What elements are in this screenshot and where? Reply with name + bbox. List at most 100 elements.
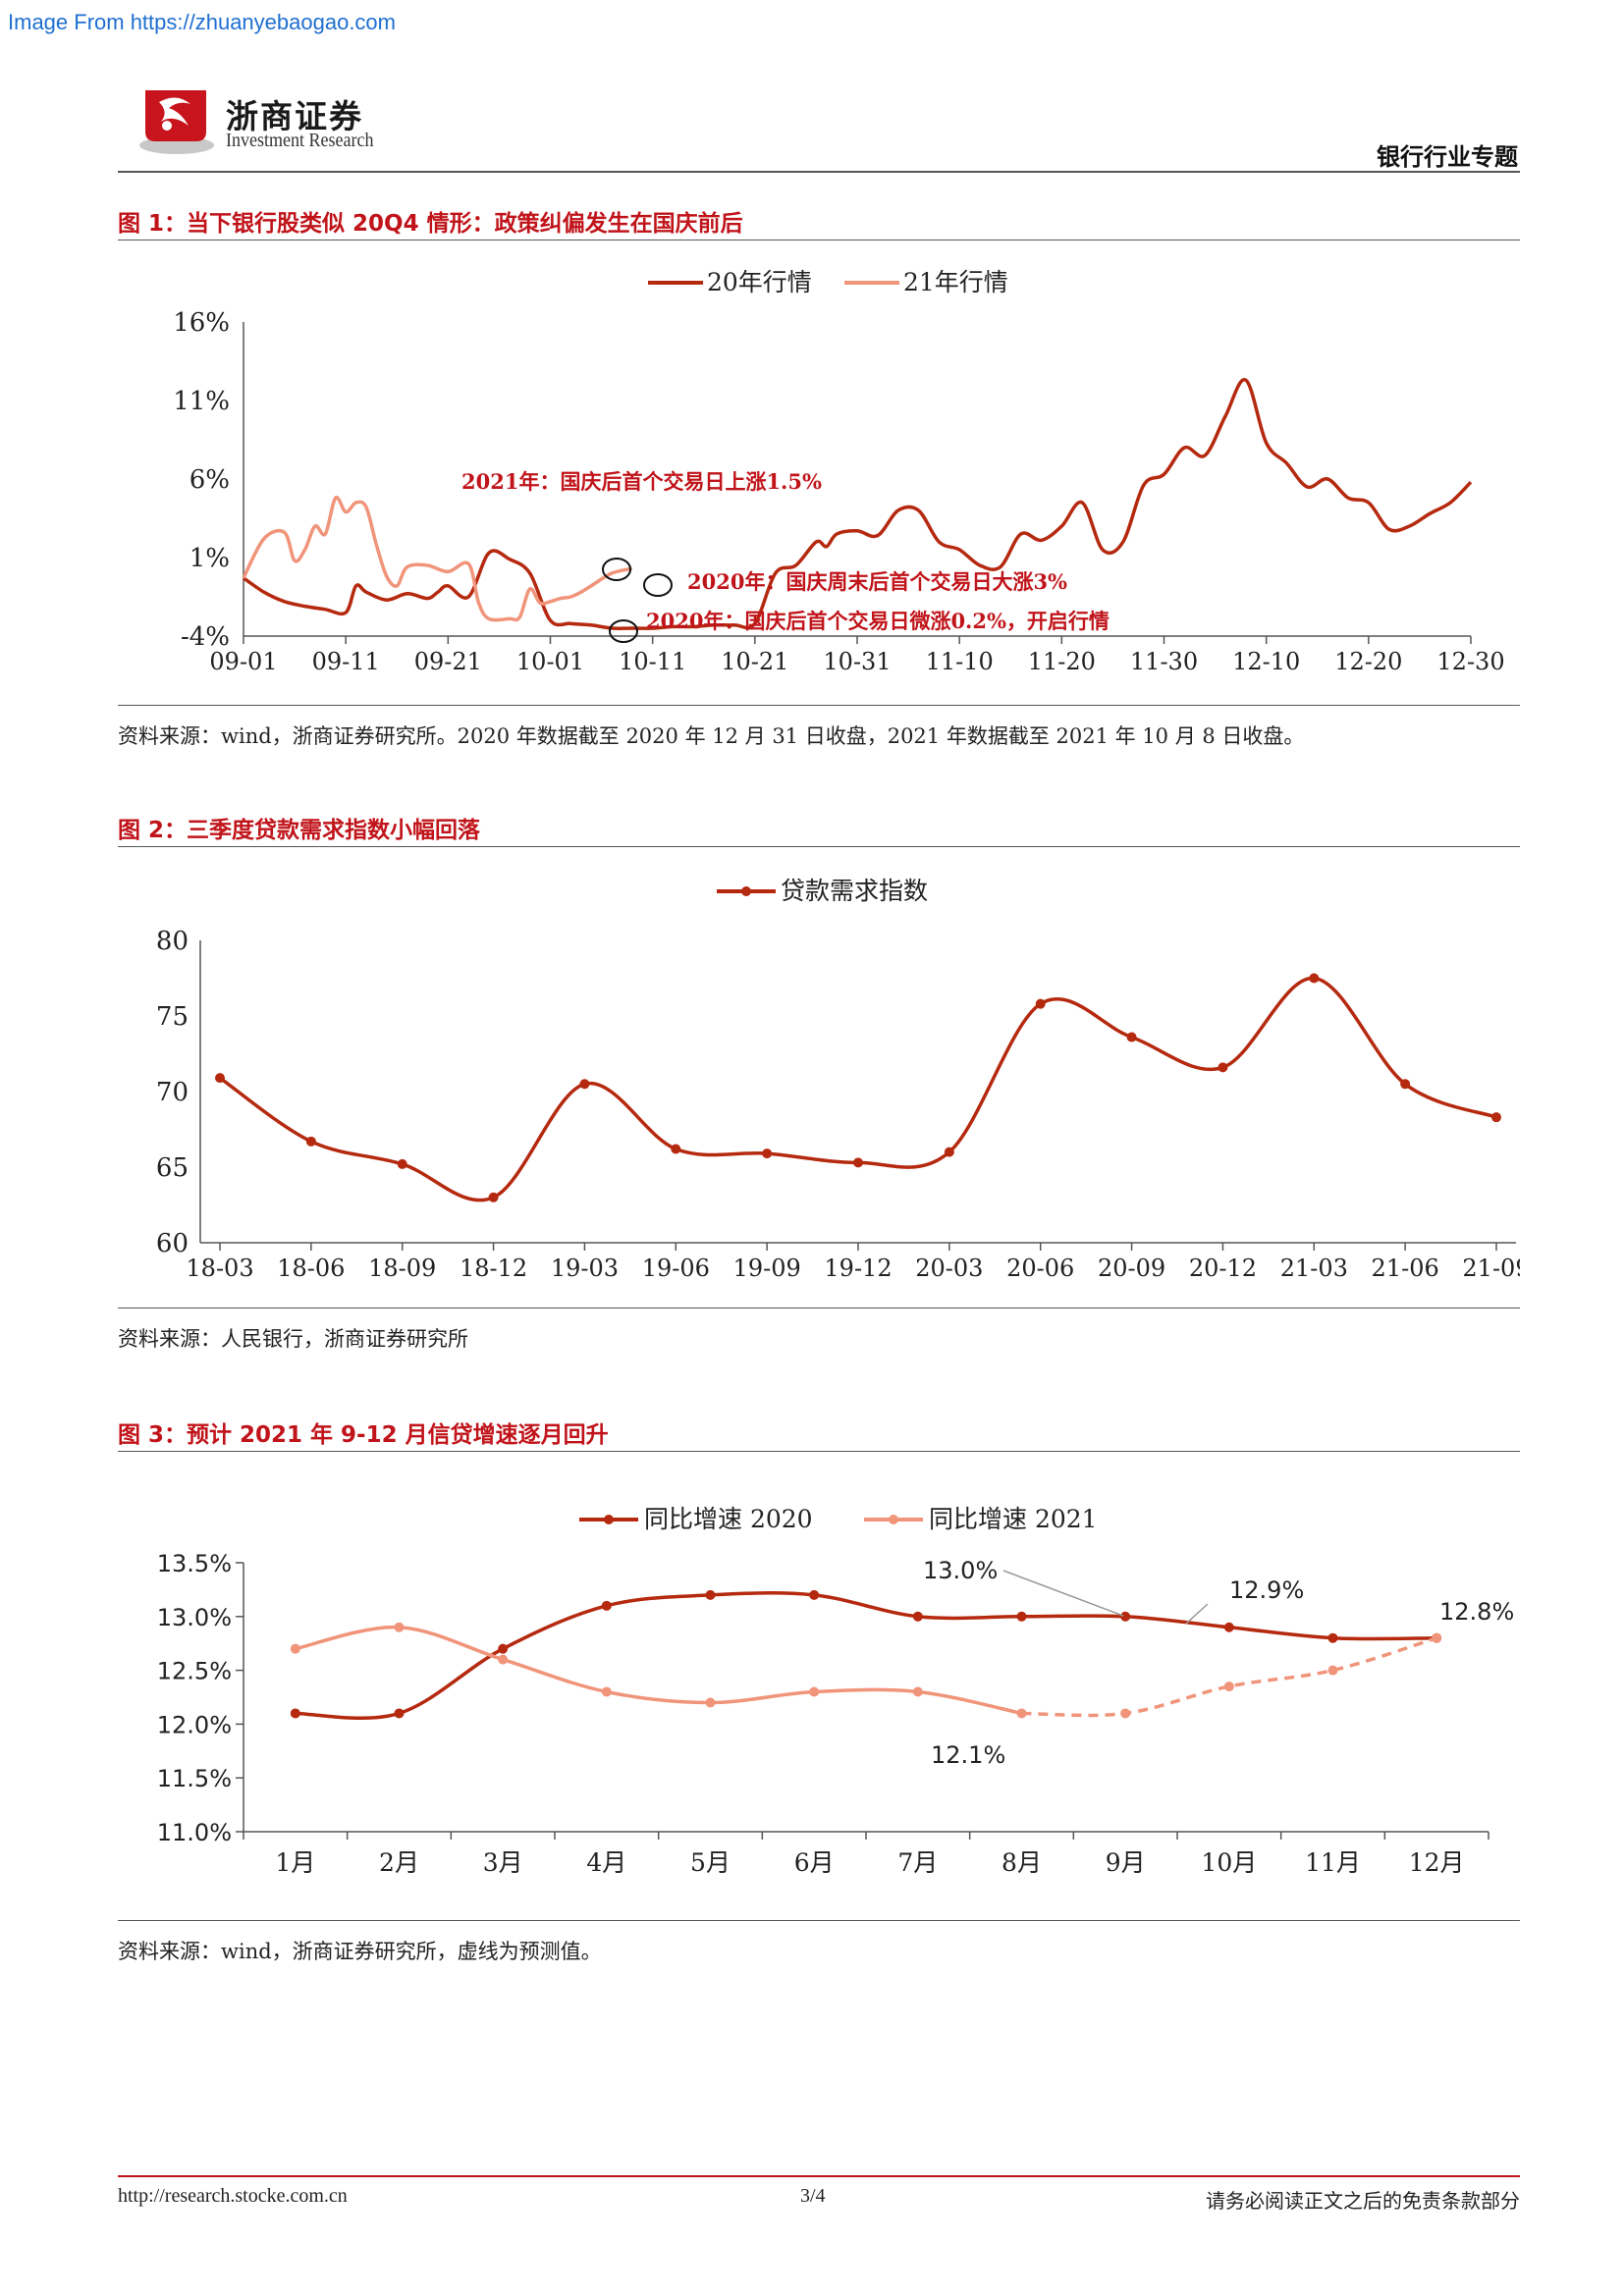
data-labels: 13.0% 12.9% 12.8% 12.1% bbox=[923, 1557, 1514, 1769]
data-point bbox=[1126, 1032, 1137, 1042]
x-tick-label: 2月 bbox=[379, 1848, 419, 1877]
x-tick-label: 21-09 bbox=[1462, 1255, 1520, 1282]
legend-label-2020: 20年行情 bbox=[707, 268, 812, 296]
data-point-2020 bbox=[601, 1600, 612, 1611]
footer-disclaimer: 请务必阅读正文之后的免责条款部分 bbox=[1206, 2189, 1520, 2213]
data-point bbox=[1218, 1062, 1228, 1073]
legend-marker-2021 bbox=[889, 1515, 898, 1524]
x-tick-label: 4月 bbox=[586, 1848, 626, 1877]
x-tick-label: 11月 bbox=[1305, 1848, 1361, 1877]
data-point bbox=[1400, 1079, 1411, 1090]
leader-line-12-9 bbox=[1185, 1603, 1209, 1625]
y-tick-label: 11.0% bbox=[157, 1819, 232, 1846]
data-label-13-0: 13.0% bbox=[923, 1557, 998, 1584]
x-tick-label: 09-11 bbox=[312, 648, 380, 675]
data-point-2021 bbox=[1327, 1665, 1338, 1676]
chart-legend: 贷款需求指数 bbox=[717, 877, 928, 905]
figure-3-bottom-rule bbox=[118, 1920, 1520, 1921]
y-tick-label: 12.0% bbox=[157, 1711, 232, 1738]
data-point-2020 bbox=[912, 1611, 923, 1622]
legend-marker-2020 bbox=[604, 1515, 614, 1524]
data-point-2021 bbox=[1432, 1632, 1442, 1643]
series-line-2021 bbox=[242, 495, 633, 622]
x-tick-label: 20-06 bbox=[1006, 1255, 1074, 1282]
data-point bbox=[215, 1073, 225, 1084]
figure-1-source: 资料来源：wind，浙商证券研究所。2020 年数据截至 2020 年 12 月… bbox=[118, 724, 1305, 748]
x-tick-label: 19-03 bbox=[551, 1255, 619, 1282]
data-point bbox=[397, 1158, 407, 1169]
y-tick-label: 13.0% bbox=[157, 1604, 232, 1631]
brand-name-cn: 浙商证券 bbox=[226, 97, 363, 135]
x-tick-label: 19-06 bbox=[642, 1255, 710, 1282]
legend-marker-loan-demand bbox=[741, 886, 751, 896]
x-tick-label: 10-01 bbox=[516, 648, 584, 675]
data-point-2021 bbox=[809, 1686, 820, 1697]
data-point bbox=[1035, 998, 1046, 1009]
figure-3-chart: 同比增速 2020 同比增速 2021 13.5% 13.0% 12.5% 12.0%… bbox=[118, 1457, 1520, 1914]
footer-divider bbox=[118, 2175, 1520, 2177]
data-point-2020 bbox=[809, 1589, 820, 1600]
data-point-2021 bbox=[912, 1686, 923, 1697]
figure-1-title: 图 1：当下银行股类似 20Q4 情形：政策纠偏发生在国庆前后 bbox=[118, 211, 743, 237]
footer-website-link[interactable]: http://research.stocke.com.cn bbox=[118, 2185, 348, 2207]
legend-label-2021: 21年行情 bbox=[903, 268, 1008, 296]
data-point bbox=[488, 1192, 499, 1202]
y-tick-label: 60 bbox=[156, 1229, 189, 1258]
series-line-2020 bbox=[295, 1591, 1437, 1721]
watermark-link[interactable]: Image From https://zhuanyebaogao.com bbox=[8, 10, 396, 34]
data-point-2021 bbox=[1016, 1708, 1027, 1719]
y-tick-label: 6% bbox=[189, 465, 230, 495]
x-tick-label: 6月 bbox=[794, 1848, 835, 1877]
x-tick-label: 20-09 bbox=[1098, 1255, 1165, 1282]
data-point-2021 bbox=[290, 1643, 300, 1654]
data-point-2021 bbox=[601, 1686, 612, 1697]
y-tick-label: 16% bbox=[173, 308, 230, 338]
data-point-2020 bbox=[1223, 1622, 1234, 1632]
x-tick-label: 1月 bbox=[275, 1848, 315, 1877]
brand-name-en: Investment Research bbox=[226, 130, 374, 151]
annotation-2020-weekend: 2020年：国庆周末后首个交易日大涨3% bbox=[687, 569, 1067, 594]
x-tick-label: 12-20 bbox=[1334, 648, 1402, 675]
data-point-2021 bbox=[705, 1697, 716, 1708]
highlight-circle-2020-weekend bbox=[643, 573, 673, 597]
x-tick-label: 9月 bbox=[1106, 1848, 1146, 1877]
figure-1-chart: 20年行情 21年行情 16% 11% 6% 1% -4% 09-01 09-11 09-2… bbox=[118, 245, 1520, 697]
data-point-2020 bbox=[290, 1708, 300, 1719]
x-tick-label: 18-09 bbox=[368, 1255, 436, 1282]
x-tick-label: 10-31 bbox=[823, 648, 891, 675]
x-tick-label: 12-30 bbox=[1436, 648, 1504, 675]
y-tick-label: 13.5% bbox=[157, 1550, 232, 1577]
data-point-2020 bbox=[394, 1708, 405, 1719]
figure-3-top-rule bbox=[118, 1451, 1520, 1452]
highlight-circles bbox=[602, 558, 673, 643]
figure-2-chart: 贷款需求指数 80 75 70 65 60 18-03 18-06 18-09 18-12 19… bbox=[118, 852, 1520, 1300]
header-divider bbox=[118, 171, 1520, 173]
x-tick-label: 18-06 bbox=[277, 1255, 345, 1282]
y-tick-label: 80 bbox=[156, 927, 189, 956]
figure-3-title: 图 3：预计 2021 年 9-12 月信贷增速逐月回升 bbox=[118, 1422, 609, 1448]
x-tick-label: 5月 bbox=[690, 1848, 731, 1877]
data-point bbox=[671, 1144, 681, 1154]
x-tick-label: 19-09 bbox=[733, 1255, 801, 1282]
y-tick-label: 12.5% bbox=[157, 1658, 232, 1685]
chart-legend: 20年行情 21年行情 bbox=[648, 268, 1008, 296]
data-point-2020 bbox=[1327, 1632, 1338, 1643]
data-label-12-8: 12.8% bbox=[1439, 1598, 1514, 1626]
y-tick-label: 11.5% bbox=[157, 1765, 232, 1792]
data-point-2020 bbox=[1120, 1611, 1131, 1622]
x-tick-label: 09-01 bbox=[209, 648, 277, 675]
annotation-2021: 2021年：国庆后首个交易日上涨1.5% bbox=[461, 469, 822, 494]
data-point-2021 bbox=[498, 1654, 509, 1665]
x-tick-label: 20-12 bbox=[1189, 1255, 1257, 1282]
data-point-2021 bbox=[1223, 1682, 1234, 1692]
x-tick-label: 21-03 bbox=[1280, 1255, 1348, 1282]
figure-3-source: 资料来源：wind，浙商证券研究所，虚线为预测值。 bbox=[118, 1940, 602, 1963]
y-tick-label: 1% bbox=[189, 544, 230, 573]
annotation-2020-first-day: 2020年：国庆后首个交易日微涨0.2%，开启行情 bbox=[646, 609, 1110, 633]
x-tick-label: 10月 bbox=[1201, 1848, 1257, 1877]
series-line-2021-actual bbox=[295, 1626, 1022, 1716]
x-tick-label: 10-11 bbox=[619, 648, 686, 675]
legend-label-2020: 同比增速 2020 bbox=[644, 1505, 813, 1533]
x-tick-label: 3月 bbox=[483, 1848, 523, 1877]
figure-2-title: 图 2：三季度贷款需求指数小幅回落 bbox=[118, 818, 481, 843]
